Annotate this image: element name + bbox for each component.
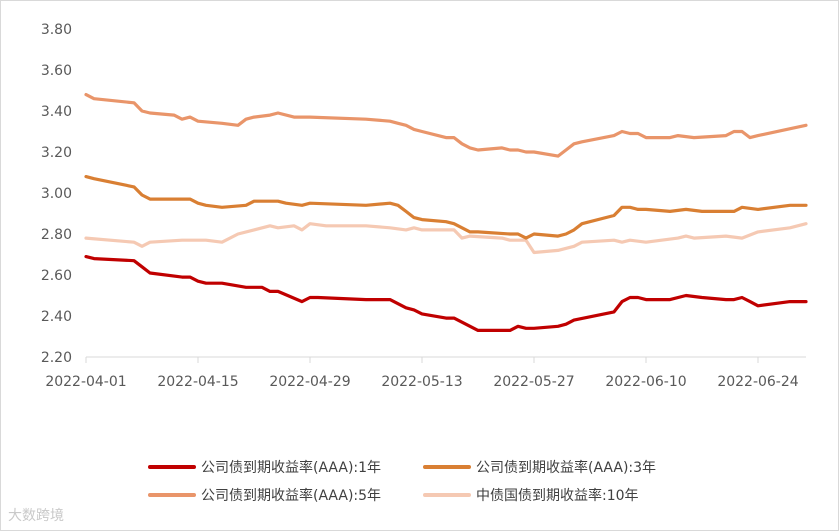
y-tick-label: 2.20: [41, 350, 72, 366]
series-line-1: [84, 255, 808, 332]
series-line-4: [84, 222, 808, 255]
x-tick-label: 2022-05-27: [493, 374, 574, 390]
y-tick-label: 3.00: [41, 186, 72, 202]
x-tick-label: 2022-05-13: [381, 374, 462, 390]
legend-label: 公司债到期收益率(AAA):5年: [201, 487, 381, 504]
y-tick-label: 3.40: [41, 104, 72, 120]
y-tick-label: 2.60: [41, 268, 72, 284]
x-tick-label: 2022-04-01: [45, 374, 126, 390]
y-tick-label: 2.80: [41, 227, 72, 243]
series-lines: [84, 93, 808, 332]
x-tick-label: 2022-06-24: [717, 374, 798, 390]
legend: 公司债到期收益率(AAA):1年 公司债到期收益率(AAA):3年公司债到期收益率…: [148, 459, 656, 504]
series-line-2: [84, 175, 808, 240]
legend-label: 中债国债到期收益率:10年: [476, 487, 639, 504]
y-axis-ticks: 2.20 2.40 2.60 2.80 3.00 3.20 3.40 3.60 3.80: [41, 22, 72, 366]
y-tick-label: 3.80: [41, 22, 72, 38]
x-tick-label: 2022-04-15: [157, 374, 238, 390]
x-axis-tick-marks: [85, 357, 759, 363]
watermark: 大数跨境: [8, 508, 64, 524]
legend-label: 公司债到期收益率(AAA):1年: [201, 459, 381, 476]
y-tick-label: 2.40: [41, 309, 72, 325]
x-tick-label: 2022-04-29: [269, 374, 350, 390]
y-tick-label: 3.60: [41, 63, 72, 79]
x-tick-label: 2022-06-10: [605, 374, 686, 390]
y-tick-label: 3.20: [41, 145, 72, 161]
x-axis-ticks: 2022-04-01 2022-04-15 2022-04-29 2022-05-13…: [45, 374, 798, 390]
series-line-3: [84, 93, 808, 158]
legend-label: 公司债到期收益率(AAA):3年: [476, 459, 656, 476]
